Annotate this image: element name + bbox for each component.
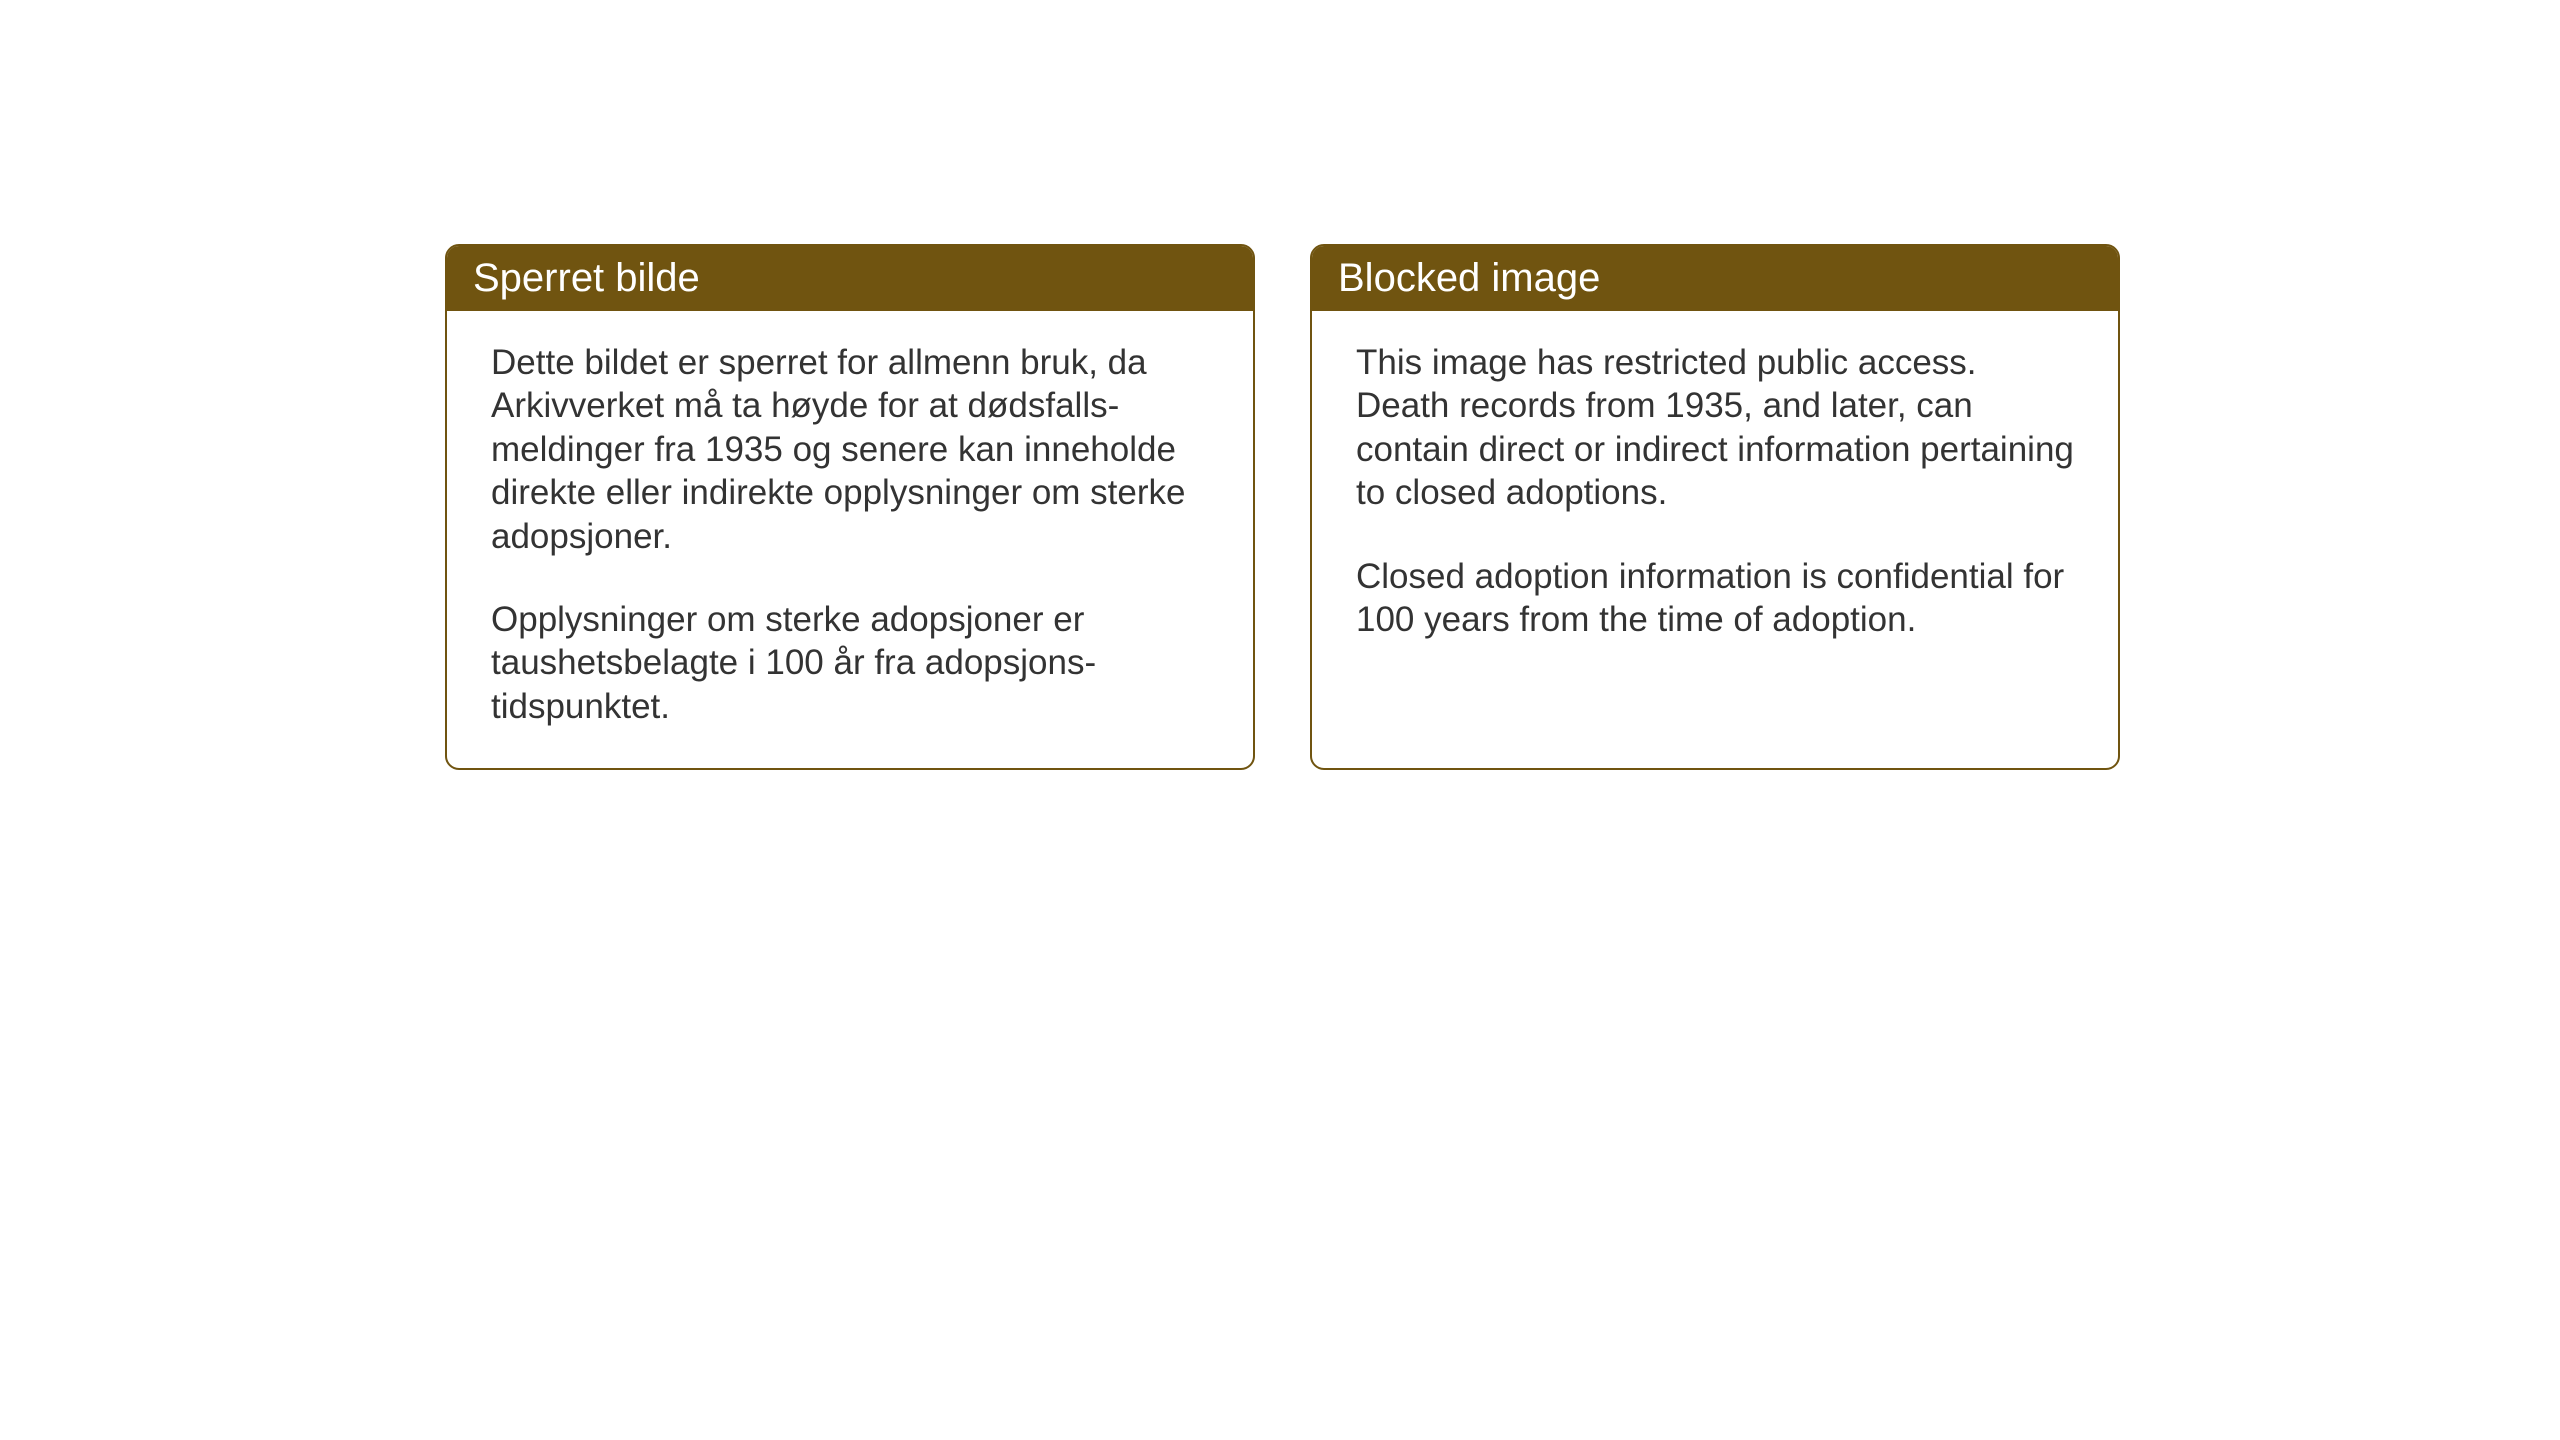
card-paragraph-2-norwegian: Opplysninger om sterke adopsjoner er tau… bbox=[491, 598, 1209, 728]
notice-card-norwegian: Sperret bilde Dette bildet er sperret fo… bbox=[445, 244, 1255, 770]
card-paragraph-1-norwegian: Dette bildet er sperret for allmenn bruk… bbox=[491, 341, 1209, 558]
card-header-english: Blocked image bbox=[1312, 246, 2118, 311]
card-paragraph-2-english: Closed adoption information is confident… bbox=[1356, 555, 2074, 642]
card-header-norwegian: Sperret bilde bbox=[447, 246, 1253, 311]
notice-card-english: Blocked image This image has restricted … bbox=[1310, 244, 2120, 770]
card-paragraph-1-english: This image has restricted public access.… bbox=[1356, 341, 2074, 515]
card-body-norwegian: Dette bildet er sperret for allmenn bruk… bbox=[447, 311, 1253, 768]
card-body-english: This image has restricted public access.… bbox=[1312, 311, 2118, 731]
notice-container: Sperret bilde Dette bildet er sperret fo… bbox=[445, 244, 2120, 770]
